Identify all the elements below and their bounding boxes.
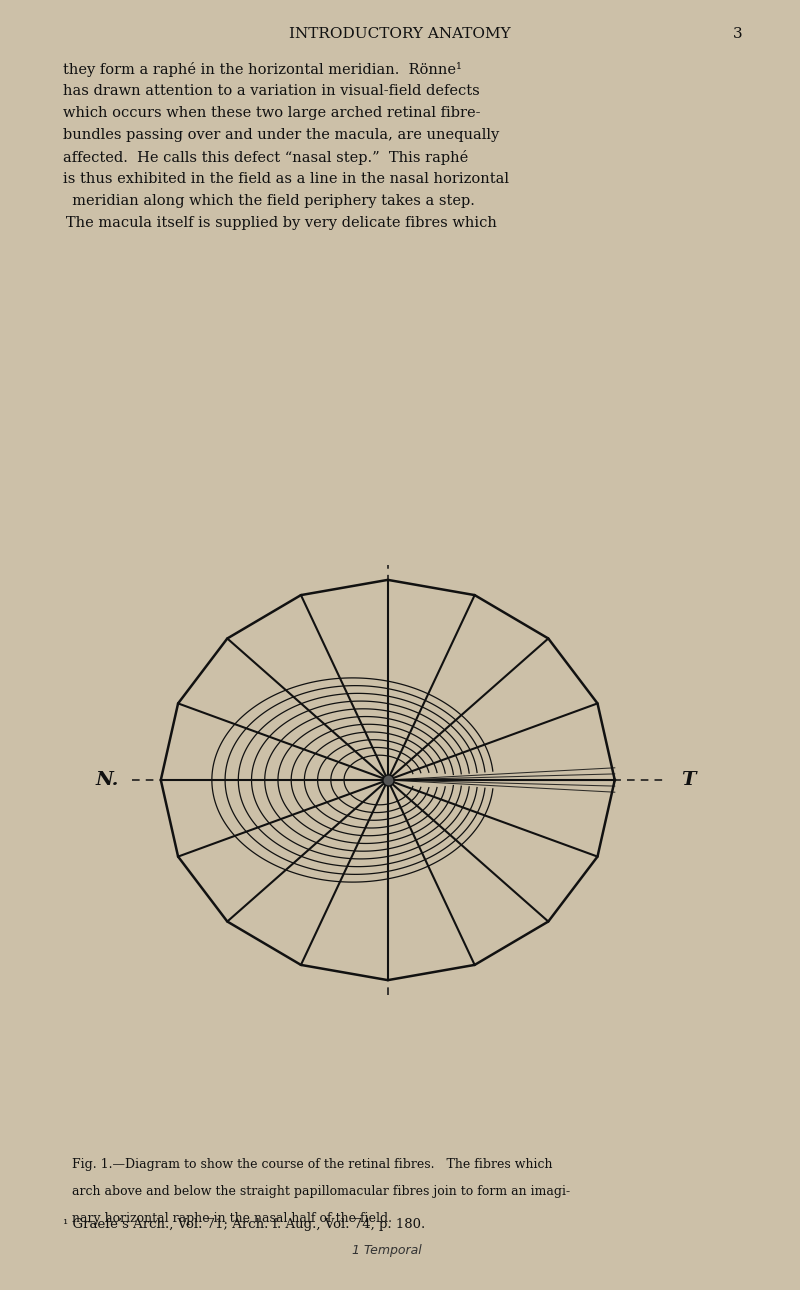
Text: 1 Temporal: 1 Temporal (352, 1245, 422, 1258)
Text: T: T (681, 771, 695, 789)
Text: has drawn attention to a variation in visual-field defects: has drawn attention to a variation in vi… (63, 84, 480, 98)
Text: 3: 3 (733, 27, 743, 41)
Text: meridian along which the field periphery takes a step.: meridian along which the field periphery… (63, 194, 475, 208)
Text: bundles passing over and under the macula, are unequally: bundles passing over and under the macul… (63, 128, 499, 142)
Text: arch above and below the straight papillomacular fibres join to form an imagi-: arch above and below the straight papill… (72, 1186, 570, 1198)
Text: nary horizontal raphe in the nasal half of the field.: nary horizontal raphe in the nasal half … (72, 1213, 392, 1226)
Text: The macula itself is supplied by very delicate fibres which: The macula itself is supplied by very de… (63, 215, 497, 230)
Text: is thus exhibited in the field as a line in the nasal horizontal: is thus exhibited in the field as a line… (63, 172, 509, 186)
Text: INTRODUCTORY ANATOMY: INTRODUCTORY ANATOMY (289, 27, 511, 41)
Text: N.: N. (96, 771, 119, 789)
Text: ¹ Graefe’s Arch., Vol. 71; Arch. f. Aug., Vol. 74, p. 180.: ¹ Graefe’s Arch., Vol. 71; Arch. f. Aug.… (63, 1218, 426, 1231)
Text: Fig. 1.—Diagram to show the course of the retinal fibres.   The fibres which: Fig. 1.—Diagram to show the course of th… (72, 1158, 553, 1171)
Text: affected.  He calls this defect “nasal step.”  This raphé: affected. He calls this defect “nasal st… (63, 150, 468, 165)
Text: they form a raphé in the horizontal meridian.  Rönne¹: they form a raphé in the horizontal meri… (63, 62, 462, 77)
Text: which occurs when these two large arched retinal fibre-: which occurs when these two large arched… (63, 106, 481, 120)
